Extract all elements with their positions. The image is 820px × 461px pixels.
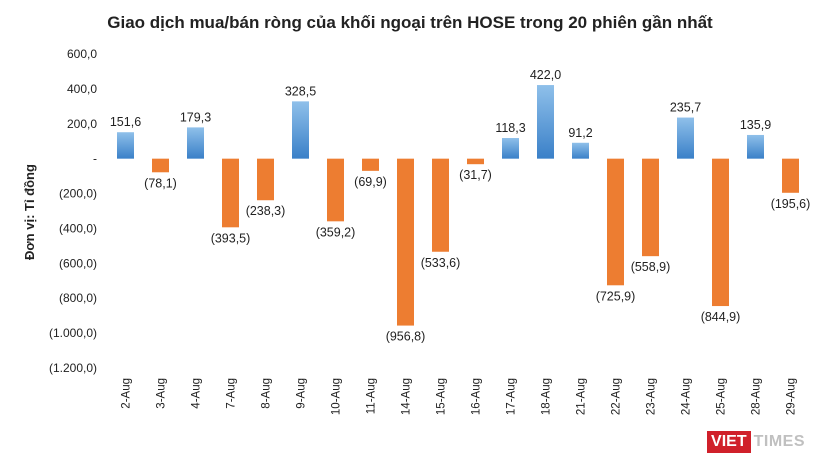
y-tick-label: 400,0 — [67, 82, 97, 96]
bar-10-Aug — [327, 158, 344, 222]
bar-8-Aug — [257, 158, 274, 201]
x-tick-label: 8-Aug — [261, 378, 273, 409]
bar-15-Aug — [432, 158, 449, 252]
bar-24-Aug — [677, 117, 694, 159]
data-label-18-Aug: 422,0 — [530, 68, 561, 82]
y-tick-label: (600,0) — [59, 256, 97, 270]
data-label-14-Aug: (956,8) — [386, 330, 426, 344]
x-tick-label: 3-Aug — [156, 378, 168, 409]
y-axis-label: Đơn vị: Tỉ đồng — [22, 164, 37, 260]
x-tick-label: 21-Aug — [576, 378, 588, 415]
y-tick-label: (400,0) — [59, 221, 97, 235]
bar-3-Aug — [152, 158, 169, 173]
bar-4-Aug — [187, 127, 204, 159]
y-tick-label: 600,0 — [67, 47, 97, 61]
data-label-11-Aug: (69,9) — [354, 175, 387, 189]
x-tick-label: 2-Aug — [121, 378, 133, 409]
bar-21-Aug — [572, 142, 589, 159]
data-label-10-Aug: (359,2) — [316, 225, 356, 239]
logo-part-times: TIMES — [753, 433, 805, 450]
bar-9-Aug — [292, 101, 309, 159]
data-label-24-Aug: 235,7 — [670, 101, 701, 115]
y-tick-label: - — [93, 152, 97, 166]
x-tick-label: 25-Aug — [716, 378, 728, 415]
bar-2-Aug — [117, 132, 134, 159]
bar-7-Aug — [222, 158, 239, 228]
x-tick-label: 10-Aug — [331, 378, 343, 415]
x-tick-label: 7-Aug — [226, 378, 238, 409]
data-label-3-Aug: (78,1) — [144, 176, 177, 190]
bar-11-Aug — [362, 158, 379, 171]
logo-part-viet: VIET — [707, 431, 751, 453]
bar-18-Aug — [537, 85, 554, 159]
x-tick-label: 18-Aug — [541, 378, 553, 415]
x-tick-label: 16-Aug — [471, 378, 483, 415]
data-label-22-Aug: (725,9) — [596, 289, 636, 303]
data-label-2-Aug: 151,6 — [110, 115, 141, 129]
x-tick-label: 9-Aug — [296, 378, 308, 409]
y-tick-label: (1.000,0) — [49, 326, 97, 340]
bar-23-Aug — [642, 158, 659, 257]
data-labels-group: 151,6 (78,1) 179,3 (393,5) (238,3) 328,5 (359,… — [110, 68, 810, 344]
x-tick-label: 15-Aug — [436, 378, 448, 415]
x-tick-label: 4-Aug — [191, 378, 203, 409]
data-label-7-Aug: (393,5) — [211, 231, 251, 245]
data-label-15-Aug: (533,6) — [421, 256, 461, 270]
data-label-23-Aug: (558,9) — [631, 260, 671, 274]
data-label-21-Aug: 91,2 — [568, 126, 592, 140]
bar-14-Aug — [397, 158, 414, 326]
bar-17-Aug — [502, 138, 519, 159]
y-axis-ticks: 600,0 400,0 200,0 - (200,0) (400,0) (600,0) (80… — [49, 47, 97, 375]
y-tick-label: (200,0) — [59, 187, 97, 201]
bar-29-Aug — [782, 158, 799, 193]
data-label-17-Aug: 118,3 — [495, 121, 525, 135]
bars-group — [117, 85, 799, 326]
x-tick-label: 22-Aug — [611, 378, 623, 415]
x-tick-label: 23-Aug — [646, 378, 658, 415]
bar-28-Aug — [747, 134, 764, 159]
y-tick-label: 200,0 — [67, 117, 97, 131]
data-label-8-Aug: (238,3) — [246, 204, 286, 218]
x-tick-label: 29-Aug — [786, 378, 798, 415]
x-tick-label: 28-Aug — [751, 378, 763, 415]
data-label-28-Aug: 135,9 — [740, 118, 771, 132]
y-tick-label: (800,0) — [59, 291, 97, 305]
x-tick-label: 17-Aug — [506, 378, 518, 415]
data-label-29-Aug: (195,6) — [771, 197, 811, 211]
x-tick-label: 14-Aug — [401, 378, 413, 415]
x-tick-label: 11-Aug — [366, 378, 378, 414]
bar-16-Aug — [467, 158, 484, 165]
data-label-9-Aug: 328,5 — [285, 84, 316, 98]
data-label-25-Aug: (844,9) — [701, 310, 741, 324]
y-tick-label: (1.200,0) — [49, 361, 97, 375]
x-axis-ticks: 2-Aug 3-Aug 4-Aug 7-Aug 8-Aug 9-Aug 10-Aug 11-A… — [121, 378, 798, 415]
x-tick-label: 24-Aug — [681, 378, 693, 415]
data-label-4-Aug: 179,3 — [180, 110, 211, 124]
chart-title: Giao dịch mua/bán ròng của khối ngoại tr… — [107, 13, 713, 32]
vietimes-logo: VIET TIMES — [707, 431, 808, 453]
bar-22-Aug — [607, 158, 624, 286]
bar-25-Aug — [712, 158, 729, 307]
data-label-16-Aug: (31,7) — [459, 168, 492, 182]
